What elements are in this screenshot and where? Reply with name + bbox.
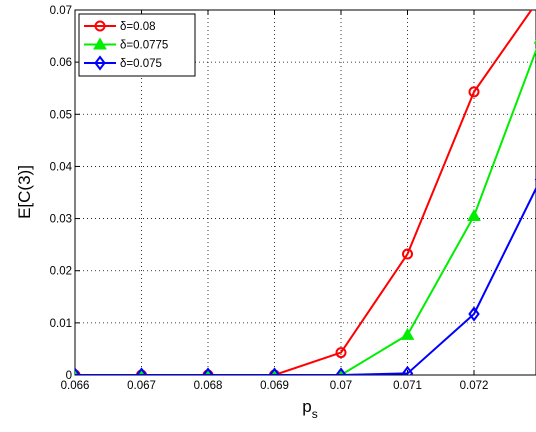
series-line [75, 10, 533, 375]
y-tick-label: 0.05 [50, 109, 72, 121]
series-layer [75, 10, 536, 375]
legend: δ=0.08 δ=0.0775 δ=0.075 [78, 13, 196, 77]
data-point [335, 367, 347, 375]
series-line [75, 47, 536, 375]
series-line [75, 186, 536, 375]
x-tick-label: 0.07 [330, 380, 352, 392]
legend-marker [94, 55, 106, 71]
y-tick-label: 0.06 [50, 57, 72, 69]
y-tick-label: 0.07 [50, 5, 72, 17]
data-point [402, 248, 413, 260]
y-axis-title: E[C(3)] [15, 165, 34, 219]
legend-label: δ=0.075 [120, 58, 162, 70]
x-tick-label: 0.068 [194, 380, 223, 392]
data-point [401, 365, 414, 375]
legend-item: δ=0.0775 [84, 37, 168, 52]
y-tick-label: 0.02 [50, 266, 72, 278]
data-point [268, 367, 281, 375]
y-tick-label: 0.03 [50, 214, 72, 226]
y-tick-label: 0.01 [50, 318, 72, 330]
legend-marker [94, 20, 106, 32]
legend-label: δ=0.08 [120, 21, 156, 33]
data-point [468, 306, 480, 322]
data-point [468, 86, 480, 98]
data-point [467, 208, 481, 221]
x-tick-label: 0.072 [460, 380, 489, 392]
data-point [335, 347, 347, 359]
legend-item: δ=0.08 [84, 20, 156, 33]
x-tick-label: 0.071 [393, 380, 422, 392]
x-axis-title: ps [302, 397, 317, 421]
data-point [135, 367, 148, 375]
series-3 [75, 177, 536, 375]
data-point [75, 367, 81, 375]
y-tick-label: 0 [66, 370, 72, 382]
x-tick-label: 0.067 [127, 380, 156, 392]
legend-marker [93, 37, 107, 50]
data-point [400, 327, 415, 340]
x-tick-label: 0.066 [61, 380, 90, 392]
data-point [202, 367, 214, 375]
legend-item: δ=0.075 [84, 55, 162, 71]
y-tick-label: 0.04 [50, 161, 73, 173]
legend-label: δ=0.0775 [120, 40, 168, 52]
x-tick-label: 0.069 [260, 380, 289, 392]
tick-labels: 0.066 0.067 0.068 0.069 0.07 0.071 0.072 0 0.01 0… [50, 5, 489, 392]
